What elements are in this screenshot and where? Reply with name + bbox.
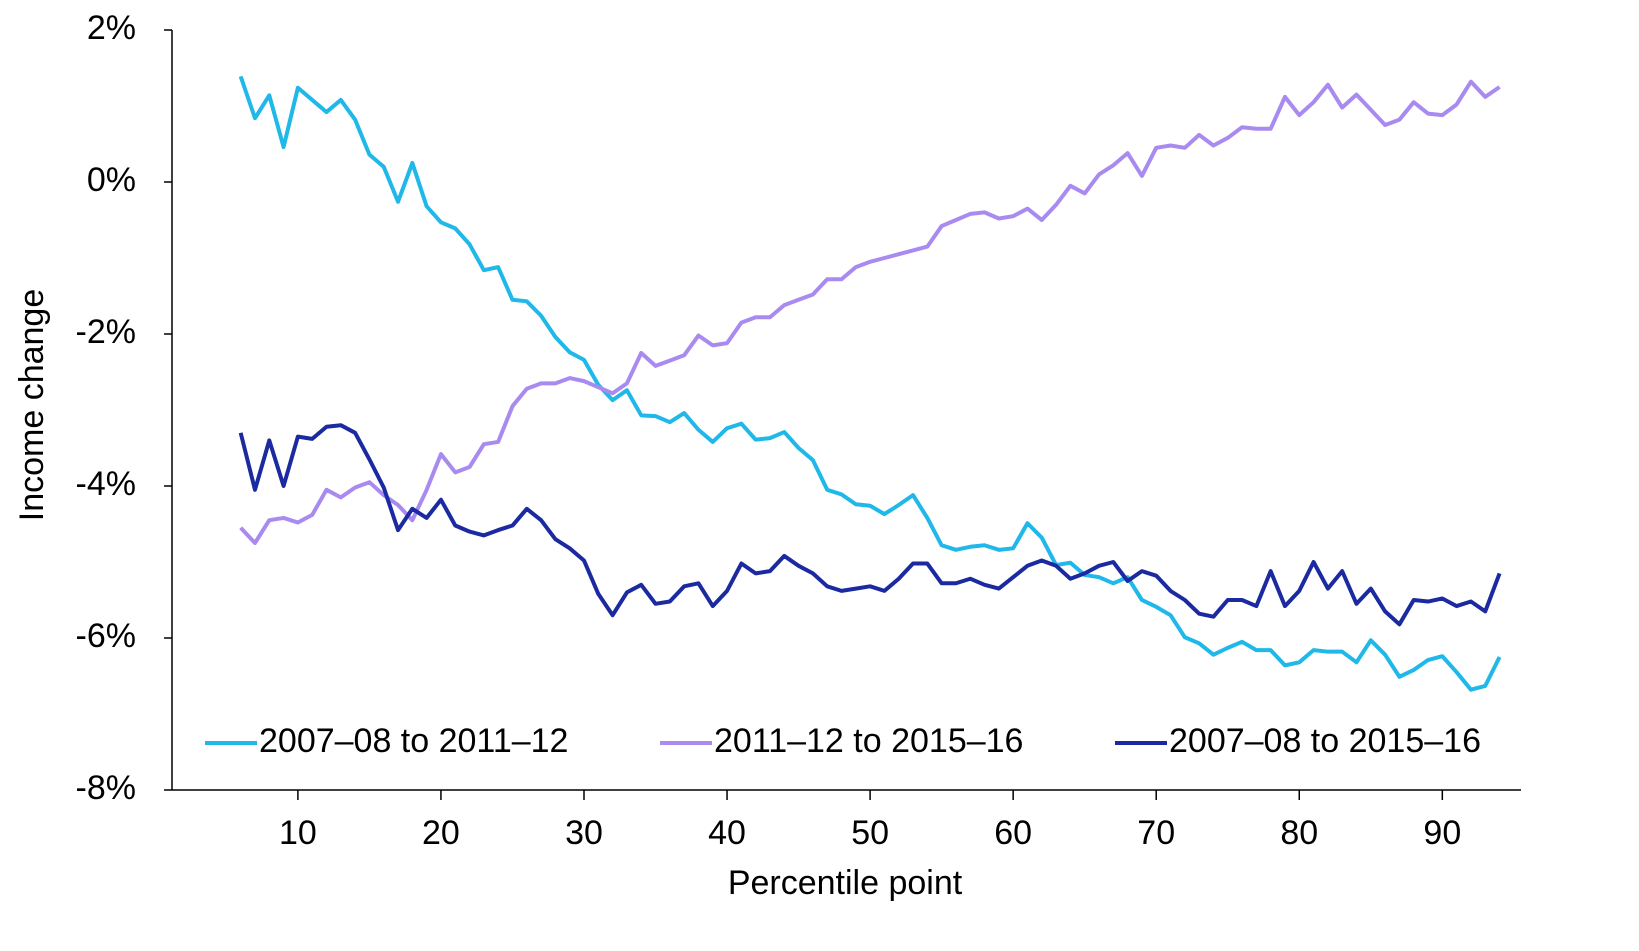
y-tick-label: 2% (87, 9, 136, 47)
y-tick-label: 0% (87, 161, 136, 199)
x-tick-label: 80 (1280, 814, 1318, 852)
y-axis-title: Income change (13, 289, 51, 522)
y-tick-label: -2% (76, 313, 136, 351)
y-tick-label: -8% (76, 769, 136, 807)
x-tick-label: 90 (1423, 814, 1461, 852)
legend-label: 2007–08 to 2011–12 (259, 722, 568, 760)
legend-label: 2011–12 to 2015–16 (714, 722, 1023, 760)
x-tick-label: 70 (1137, 814, 1175, 852)
x-tick-label: 50 (851, 814, 889, 852)
line (239, 79, 1501, 545)
x-tick-label: 10 (279, 814, 317, 852)
x-tick-label: 20 (422, 814, 460, 852)
y-tick-label: -4% (76, 465, 136, 503)
x-tick-label: 60 (994, 814, 1032, 852)
x-tick-label: 40 (708, 814, 746, 852)
x-tick-label: 30 (565, 814, 603, 852)
line (238, 423, 1502, 627)
x-axis-title: Percentile point (728, 864, 963, 902)
line (238, 75, 1502, 692)
y-tick-label: -6% (76, 617, 136, 655)
legend-label: 2007–08 to 2015–16 (1169, 722, 1481, 760)
